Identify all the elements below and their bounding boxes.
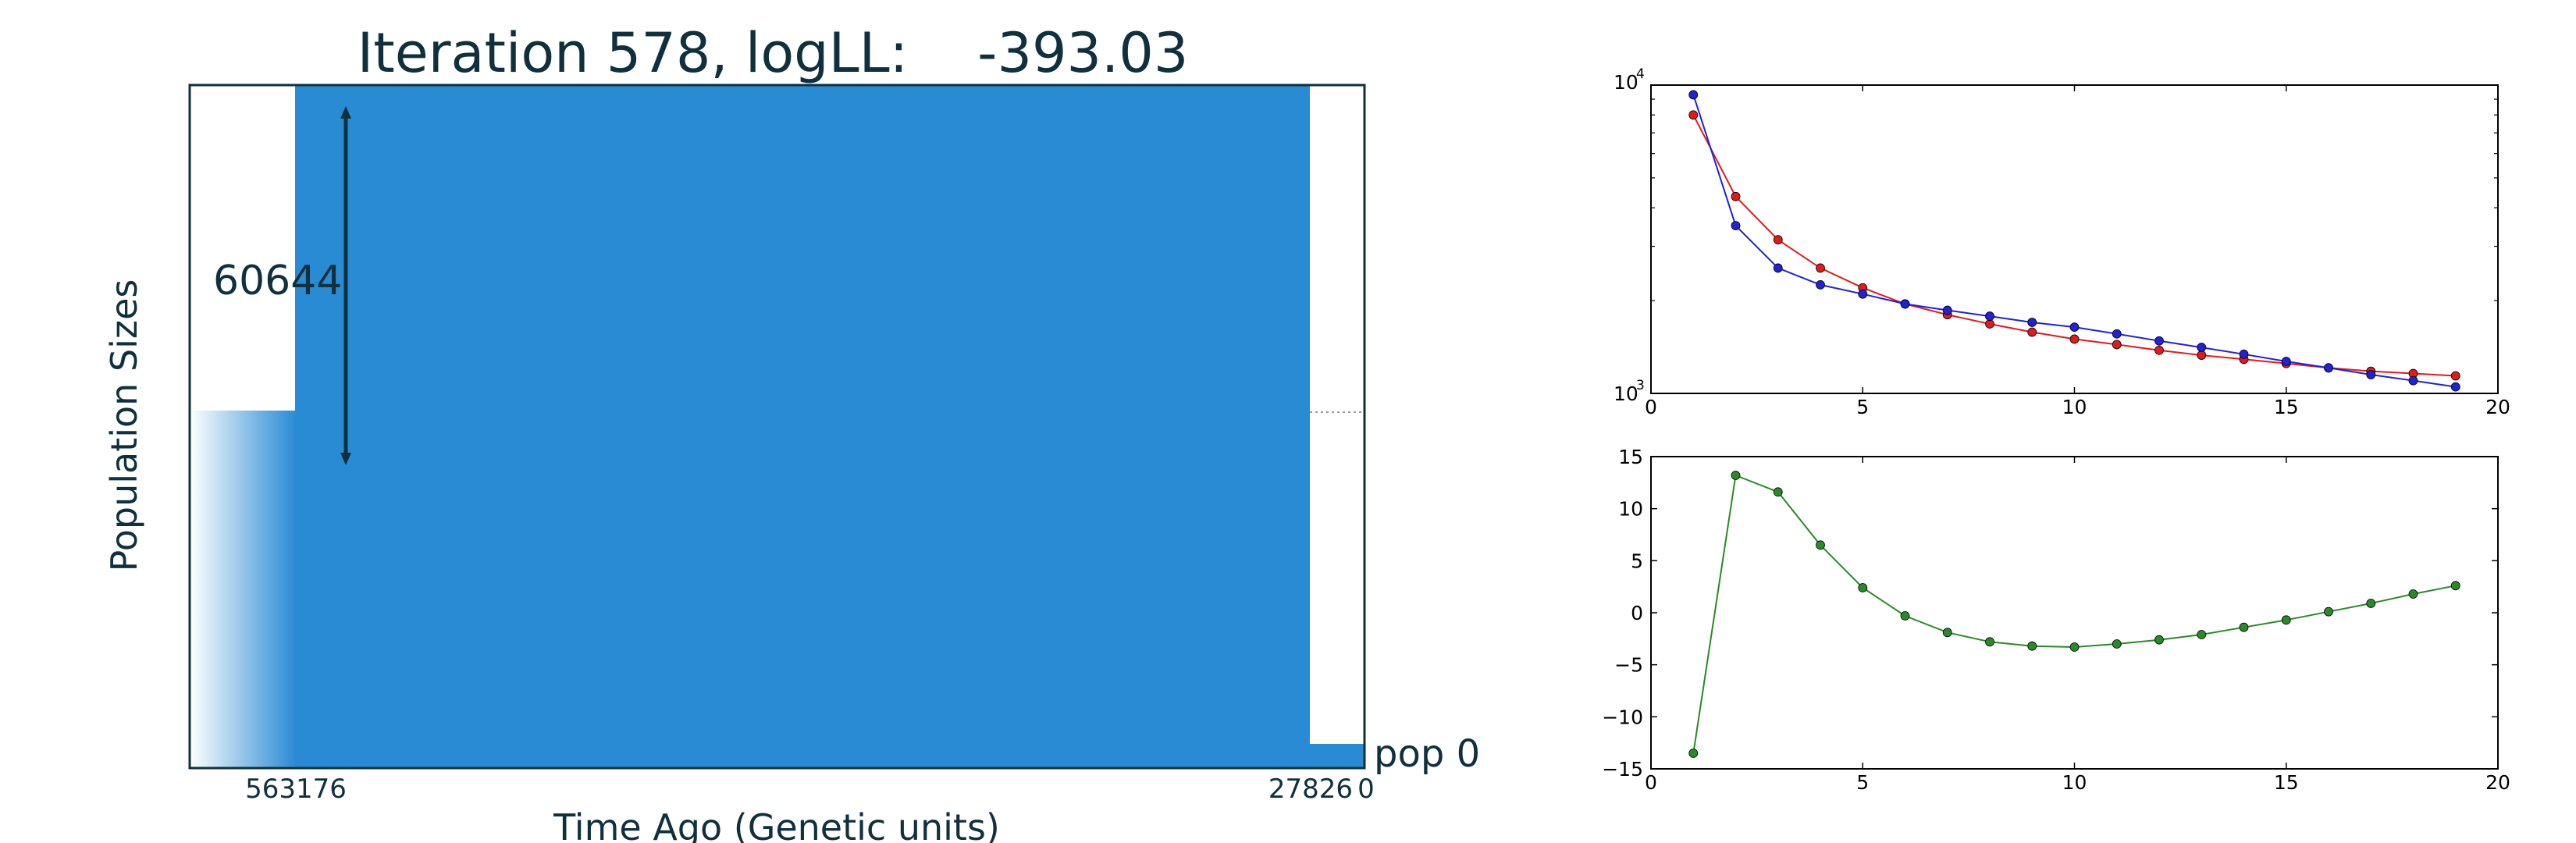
tick-label-563176: 563176	[245, 774, 347, 805]
main-xlabel: Time Ago (Genetic units)	[553, 806, 1000, 843]
bottom-series-0-point	[1731, 471, 1741, 480]
top-y-tick-exp-lower: 3	[1636, 378, 1645, 393]
size-label: 60644	[213, 258, 342, 304]
top-x-ticks: 0 5 10 15 20	[1645, 85, 2510, 418]
top-x-tick-label: 20	[2485, 396, 2510, 418]
pop-present-strip	[1310, 744, 1364, 768]
pop-fade-tail	[190, 411, 296, 768]
bottom-series-0-point	[2408, 589, 2418, 599]
top-x-tick-label: 0	[1645, 396, 1657, 418]
top-series-1-point	[2239, 349, 2249, 359]
bottom-series-0-point	[2197, 630, 2207, 639]
top-x-tick-label: 10	[2062, 396, 2087, 418]
bottom-series-0-point	[2281, 615, 2291, 625]
tick-label-0: 0	[1357, 774, 1375, 805]
bottom-x-tick-label: 15	[2274, 771, 2299, 794]
bottom-y-tick-label: −15	[1602, 758, 1643, 781]
bottom-series-0-point	[1688, 749, 1699, 758]
top-y-tick-label-10e4: 10 4	[1614, 66, 1645, 94]
top-series-0-point	[1688, 110, 1699, 120]
top-series-1-point	[2197, 343, 2207, 352]
top-series-0-point	[2154, 345, 2164, 355]
bottom-series-0-point	[2112, 639, 2122, 649]
top-series-1-point	[1942, 305, 1952, 315]
top-series-1-point	[2154, 336, 2164, 346]
bottom-series-0-point	[1985, 637, 1994, 647]
top-series-1-point	[1900, 299, 1910, 309]
top-series-1-point	[2408, 375, 2418, 386]
bottom-series-0-point	[2366, 599, 2376, 608]
bottom-series-0-point	[2324, 606, 2333, 617]
bottom-x-tick-label: 5	[1856, 771, 1869, 794]
top-series-layer	[1688, 90, 2460, 392]
bottom-y-tick-label: 5	[1631, 550, 1643, 572]
top-series-0-point	[1731, 191, 1741, 201]
bottom-series-0-point	[2154, 635, 2164, 645]
top-y-tick-base-lower: 10	[1614, 382, 1638, 405]
bottom-y-tick-label: 0	[1631, 602, 1643, 624]
bottom-axes-frame	[1650, 456, 2499, 770]
top-series-1-point	[1985, 311, 1994, 321]
bottom-y-tick-label: −5	[1614, 654, 1643, 677]
bottom-x-tick-label: 0	[1645, 771, 1657, 794]
population-panel: Iteration 578, logLL: -393.03 60644 pop …	[103, 21, 1480, 843]
top-series-0-point	[2450, 371, 2460, 381]
top-series-0-point	[2069, 334, 2080, 344]
top-series-1-point	[1858, 289, 1868, 299]
bottom-series-line-0	[1692, 474, 2456, 754]
pop-block	[295, 85, 1310, 768]
top-series-1-point	[2027, 318, 2037, 327]
bottom-x-tick-label: 10	[2062, 771, 2087, 794]
top-series-0-point	[2112, 340, 2122, 350]
top-series-0-point	[1773, 235, 1783, 245]
top-series-0-point	[1816, 263, 1825, 273]
top-x-tick-label: 5	[1856, 396, 1869, 418]
pop-label: pop 0	[1374, 732, 1480, 776]
bottom-linear-chart: 15 10 5 0 −5 −10 −15 0 5 10 15 20	[1602, 446, 2510, 794]
top-y-tick-label-10e3: 10 3	[1614, 378, 1645, 405]
top-series-0-point	[2197, 350, 2207, 360]
bottom-series-0-point	[2239, 622, 2249, 632]
top-series-1-point	[1816, 279, 1825, 290]
bottom-series-0-point	[1900, 611, 1910, 621]
top-y-tick-exp-upper: 4	[1636, 66, 1645, 82]
size-arrow-head-bottom	[340, 453, 351, 465]
bottom-y-tick-label: 15	[1618, 446, 1643, 468]
bottom-series-0-point	[2069, 642, 2080, 652]
top-series-1-point	[1773, 263, 1783, 273]
top-series-1-point	[2450, 382, 2460, 392]
bottom-series-0-point	[1858, 583, 1868, 592]
bottom-series-0-point	[1773, 487, 1783, 497]
top-y-tick-base-upper: 10	[1614, 71, 1638, 94]
main-axes-frame	[188, 84, 1366, 770]
top-series-1-point	[2324, 363, 2333, 373]
top-series-1-point	[2069, 322, 2080, 333]
bottom-y-tick-label: −10	[1602, 706, 1643, 728]
bottom-series-0-point	[1942, 628, 1952, 638]
main-title: Iteration 578, logLL: -393.03	[358, 21, 1189, 85]
bottom-series-0-point	[2027, 641, 2037, 651]
top-series-1-point	[1688, 90, 1699, 100]
top-series-0-point	[2027, 327, 2037, 337]
bottom-series-0-point	[1816, 540, 1825, 550]
top-series-1-point	[2112, 329, 2122, 339]
size-arrow-head-top	[340, 106, 351, 119]
bottom-x-tick-label: 20	[2485, 771, 2510, 794]
main-ylabel: Population Sizes	[103, 279, 145, 572]
top-series-1-point	[2366, 370, 2376, 379]
top-series-1-point	[2281, 357, 2291, 366]
bottom-series-0-point	[2450, 581, 2460, 591]
top-series-1-point	[1731, 221, 1741, 230]
tick-label-27826: 27826	[1268, 774, 1353, 805]
top-series-0-point	[1985, 319, 1994, 329]
bottom-series-layer	[1688, 471, 2460, 758]
top-log-chart: 10 4 10 3 0 5 10 15 20	[1614, 66, 2510, 418]
bottom-y-ticks: 15 10 5 0 −5 −10 −15	[1602, 446, 2498, 781]
bottom-y-tick-label: 10	[1618, 498, 1643, 521]
top-x-tick-label: 15	[2274, 396, 2299, 418]
bottom-x-ticks: 0 5 10 15 20	[1645, 457, 2510, 794]
